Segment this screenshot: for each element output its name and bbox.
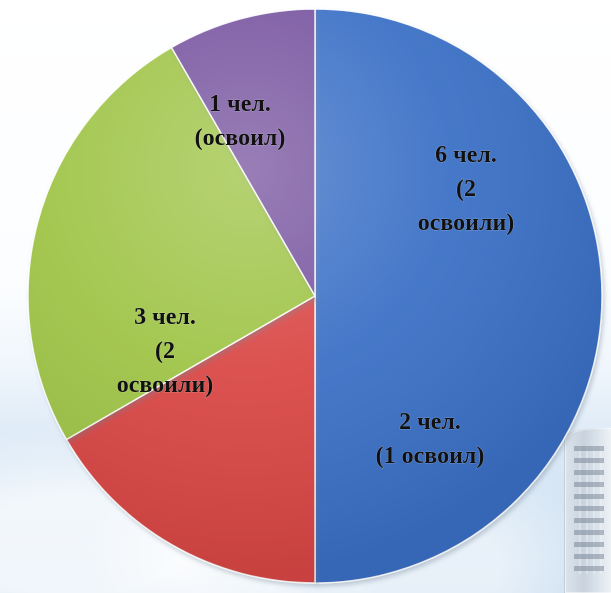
pie-slice-label-line: (2	[155, 338, 175, 364]
pie-slice-label-1: 6 чел. (2 освоили)	[418, 142, 515, 236]
pie-slice-label-line: 6 чел.	[435, 142, 497, 168]
building-illustration	[564, 428, 611, 593]
pie-slice-label-line: (1 освоил)	[376, 443, 485, 469]
pie-slice-label-line: освоили)	[418, 210, 515, 236]
pie-slice-label-3: 3 чел. (2 освоили)	[117, 304, 214, 398]
pie-labels: 6 чел. (2 освоили) 2 чел. (1 освоил) 3 чел. (2…	[116, 90, 515, 469]
pie-slice-label-line: (2	[456, 176, 476, 202]
pie-slice-label-line: освоили)	[117, 372, 214, 398]
pie-slice-label-line: 1 чел.	[209, 91, 271, 117]
pie-slice-label-2: 2 чел. (1 освоил)	[376, 409, 485, 469]
pie-gloss-overlay	[28, 9, 602, 583]
pie-slice-label-line: 3 чел.	[134, 304, 196, 330]
pie-slice-label-line: 2 чел.	[399, 409, 461, 435]
pie-slice-label-4: 1 чел. (освоил)	[195, 91, 286, 151]
pie-slice-label-line: (освоил)	[195, 125, 286, 151]
